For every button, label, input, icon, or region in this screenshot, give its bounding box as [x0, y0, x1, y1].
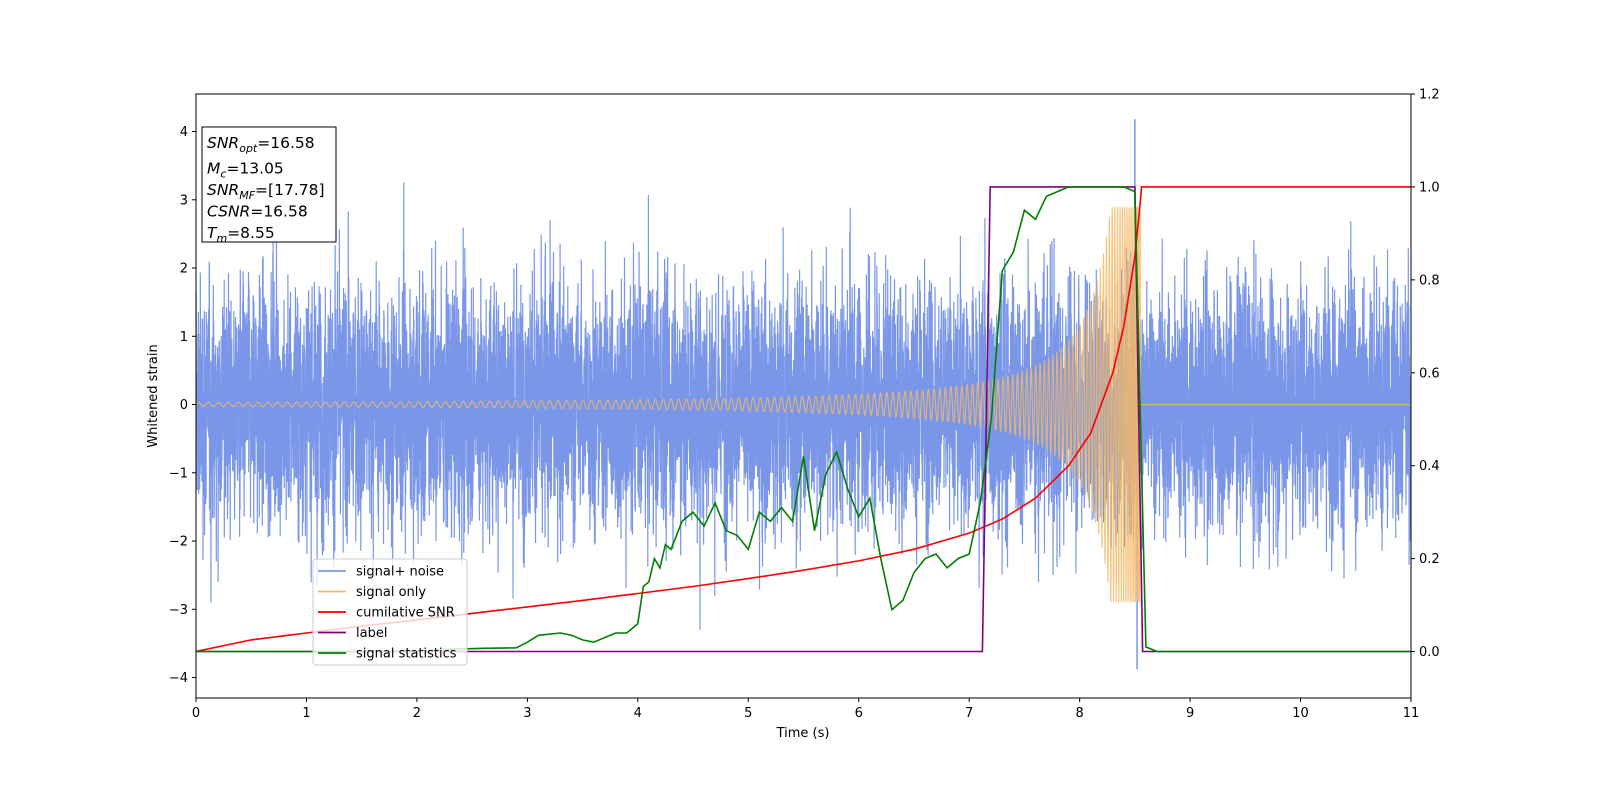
x-tick-label: 6	[855, 706, 863, 721]
annotation-line: Tm=8.55	[207, 224, 275, 245]
x-tick-label: 0	[192, 706, 200, 721]
annotation-box: SNRopt=16.58 Mc=13.05SNRMF=[17.78]CSNR=16…	[201, 126, 337, 245]
legend: signal+ noise signal only cumilative SNR la…	[312, 558, 468, 666]
axes-frame	[195, 93, 1412, 699]
x-tick-label: 4	[634, 706, 642, 721]
y-tick-label: 4	[180, 125, 188, 140]
y-tick-label: −1	[169, 466, 188, 481]
x-axis-label: Time (s)	[776, 726, 830, 741]
x-tick-label: 1	[302, 706, 310, 721]
legend-label-label: label	[356, 626, 387, 641]
y-tick-label: 1	[180, 330, 188, 345]
series-signal-only-line	[196, 206, 1411, 603]
x-tick-label: 8	[1075, 706, 1083, 721]
y2-tick-label: 0.2	[1419, 552, 1440, 567]
x-tick-label: 7	[965, 706, 973, 721]
legend-label-signal-statistics: signal statistics	[356, 647, 457, 662]
legend-label-cumilative-snr: cumilative SNR	[356, 606, 455, 621]
x-tick-label: 2	[413, 706, 421, 721]
x-tick-label: 10	[1292, 706, 1309, 721]
y2-tick-label: 0.4	[1419, 459, 1440, 474]
annotation-line: Mc=13.05	[207, 160, 284, 181]
plot-area	[196, 119, 1411, 670]
y-tick-label: −3	[169, 603, 188, 618]
x-tick-label: 9	[1186, 706, 1194, 721]
y-axis-right: 1.2 1.0 0.8 0.6 0.4 0.2 0.0	[1411, 88, 1440, 660]
annotation-line: CSNR=16.58	[207, 203, 308, 221]
annotation-frame	[201, 126, 337, 243]
series-signal-plus-noise-line	[196, 182, 1411, 630]
x-tick-label: 11	[1403, 706, 1420, 721]
y2-tick-label: 0.8	[1419, 273, 1440, 288]
annotation-line: SNRMF=[17.78]	[207, 181, 325, 202]
legend-frame	[312, 558, 468, 666]
y-tick-label: −4	[169, 671, 188, 686]
y2-tick-label: 0.0	[1419, 645, 1440, 660]
y-tick-label: 3	[180, 193, 188, 208]
x-tick-label: 5	[744, 706, 752, 721]
y2-tick-label: 0.6	[1419, 366, 1440, 381]
y2-tick-label: 1.2	[1419, 88, 1440, 103]
legend-label-signal-noise: signal+ noise	[356, 565, 444, 580]
y-tick-label: 2	[180, 262, 188, 277]
y2-tick-label: 1.0	[1419, 180, 1440, 195]
y-tick-label: 0	[180, 398, 188, 413]
series-signal-statistics-line	[196, 186, 1411, 653]
y-axis-label: Whitened strain	[146, 344, 161, 447]
annotation-line: SNRopt=16.58	[207, 134, 315, 155]
y-tick-label: −2	[169, 535, 188, 550]
y-axis-left: 4 3 2 1 0 −1 −2 −3 −4	[169, 125, 196, 686]
legend-label-signal-only: signal only	[356, 585, 426, 600]
x-tick-label: 3	[523, 706, 531, 721]
x-axis: 0 1 2 3 4 5 6 7 8 9 10 11	[192, 698, 1419, 721]
